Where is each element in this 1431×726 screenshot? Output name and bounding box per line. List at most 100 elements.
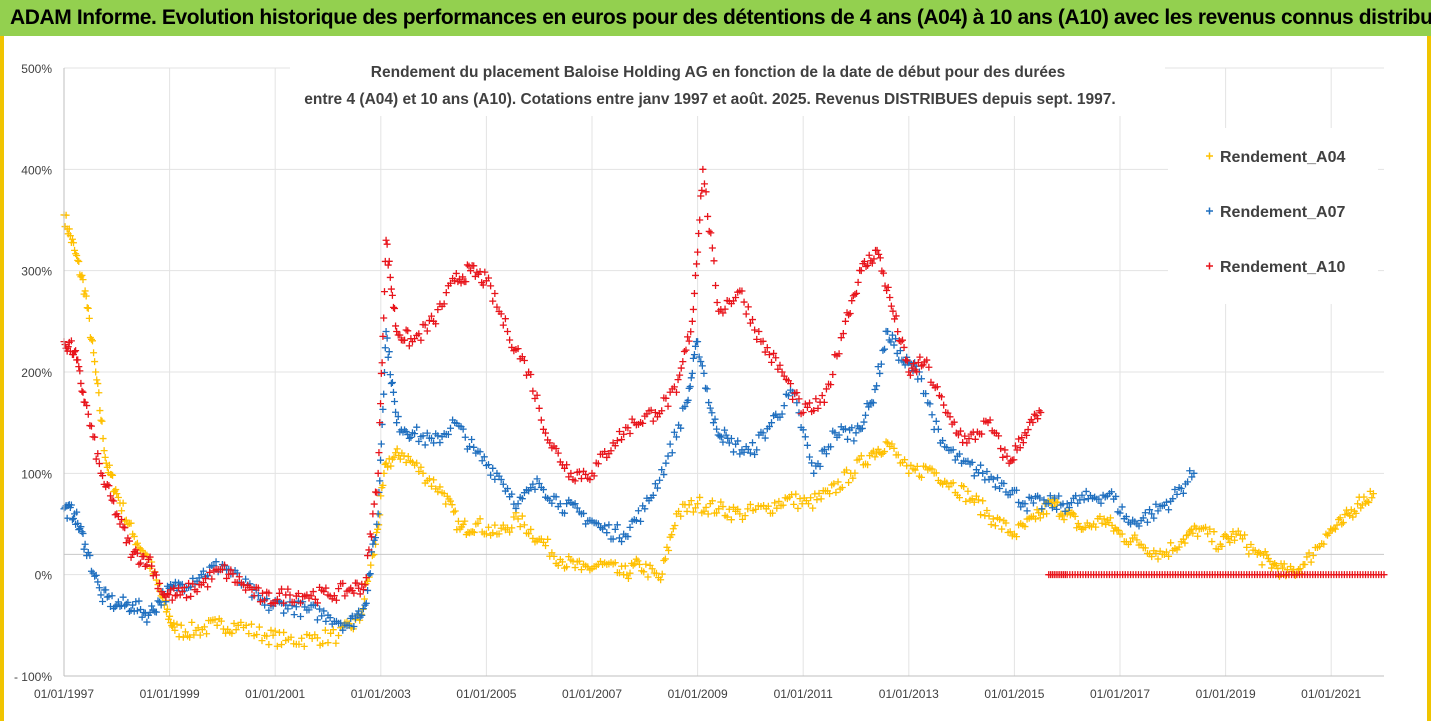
data-point-fill <box>679 358 687 366</box>
data-point-fill <box>474 519 482 527</box>
data-point-fill <box>744 303 752 311</box>
data-point-fill <box>571 477 579 485</box>
y-tick-label: 500% <box>21 62 52 76</box>
data-point-fill <box>520 521 528 529</box>
data-point-fill <box>974 496 982 504</box>
data-point-fill <box>1266 557 1274 565</box>
data-point-fill <box>719 438 727 446</box>
data-point-fill <box>537 416 545 424</box>
data-point-fill <box>461 517 469 525</box>
data-point <box>514 515 522 523</box>
data-point-fill <box>75 363 83 371</box>
data-point-fill <box>902 356 910 364</box>
data-point-fill <box>434 488 442 496</box>
data-point-fill <box>865 251 873 259</box>
data-point-fill <box>1141 544 1149 552</box>
data-point-fill <box>200 623 208 631</box>
data-point-fill <box>934 425 942 433</box>
data-point-fill <box>1036 514 1044 522</box>
data-point-fill <box>1206 525 1214 533</box>
data-point-fill <box>922 390 930 398</box>
data-point-fill <box>690 289 698 297</box>
data-point-fill <box>670 428 678 436</box>
data-point-fill <box>518 512 526 520</box>
data-point-fill <box>640 568 648 576</box>
data-point-fill <box>1030 410 1038 418</box>
data-point-fill <box>864 261 872 269</box>
data-point-fill <box>74 256 82 264</box>
x-tick-label: 01/01/2015 <box>984 687 1044 701</box>
data-point-fill <box>391 304 399 312</box>
x-tick-label: 01/01/2013 <box>879 687 939 701</box>
data-point-fill <box>860 258 868 266</box>
data-point-fill <box>851 290 859 298</box>
data-point-fill <box>501 315 509 323</box>
data-point-fill <box>1068 509 1076 517</box>
legend-marker <box>1206 207 1213 215</box>
data-point <box>820 398 828 406</box>
data-point-fill <box>1002 519 1010 527</box>
data-point-fill <box>91 433 99 441</box>
data-point-fill <box>677 512 685 520</box>
data-point-fill <box>611 525 619 533</box>
data-point-fill <box>914 359 922 367</box>
data-point <box>641 505 649 513</box>
data-point-fill <box>660 471 668 479</box>
data-point-fill <box>265 606 273 614</box>
data-point-fill <box>298 634 306 642</box>
data-point-fill <box>1287 563 1295 571</box>
data-point-fill <box>273 595 281 603</box>
data-point-fill <box>896 347 904 355</box>
data-point <box>715 505 723 513</box>
data-point-fill <box>350 623 358 631</box>
data-point-fill <box>510 513 518 521</box>
data-point-fill <box>1210 528 1218 536</box>
data-point-fill <box>702 384 710 392</box>
data-point-fill <box>87 422 95 430</box>
data-point-fill <box>986 416 994 424</box>
data-point-fill <box>700 507 708 515</box>
data-point <box>905 368 913 376</box>
data-point <box>736 510 744 518</box>
data-point-fill <box>801 433 809 441</box>
data-point-fill <box>1226 538 1234 546</box>
data-point-fill <box>573 504 581 512</box>
data-point-fill <box>864 461 872 469</box>
data-point-fill <box>571 564 579 572</box>
data-point-fill <box>366 570 374 578</box>
data-point-fill <box>284 585 292 593</box>
data-point <box>1021 500 1029 508</box>
data-point-fill <box>1092 523 1100 531</box>
data-point-fill <box>865 403 873 411</box>
data-point-fill <box>815 489 823 497</box>
data-point-fill <box>415 330 423 338</box>
data-point-fill <box>495 530 503 538</box>
data-point-fill <box>138 547 146 555</box>
data-point-fill <box>228 629 236 637</box>
data-point-fill <box>997 445 1005 453</box>
data-point-fill <box>689 508 697 516</box>
data-point-fill <box>965 435 973 443</box>
data-point-fill <box>85 314 93 322</box>
data-point-fill <box>179 633 187 641</box>
data-point-fill <box>839 330 847 338</box>
data-point-fill <box>1146 506 1154 514</box>
data-point-fill <box>1152 500 1160 508</box>
data-point-fill <box>94 380 102 388</box>
data-point-fill <box>886 294 894 302</box>
data-point-fill <box>77 523 85 531</box>
data-point-fill <box>1272 561 1280 569</box>
data-point-fill <box>687 497 695 505</box>
data-point-fill <box>1368 494 1376 502</box>
data-point-fill <box>84 410 92 418</box>
data-point-fill <box>143 618 151 626</box>
data-point-fill <box>1165 552 1173 560</box>
data-point-fill <box>979 497 987 505</box>
data-point-fill <box>916 353 924 361</box>
data-point <box>213 621 221 629</box>
data-point-fill <box>1258 561 1266 569</box>
data-point-fill <box>1218 542 1226 550</box>
data-point-fill <box>1202 523 1210 531</box>
data-point-fill <box>1061 507 1069 515</box>
data-point-fill <box>675 507 683 515</box>
